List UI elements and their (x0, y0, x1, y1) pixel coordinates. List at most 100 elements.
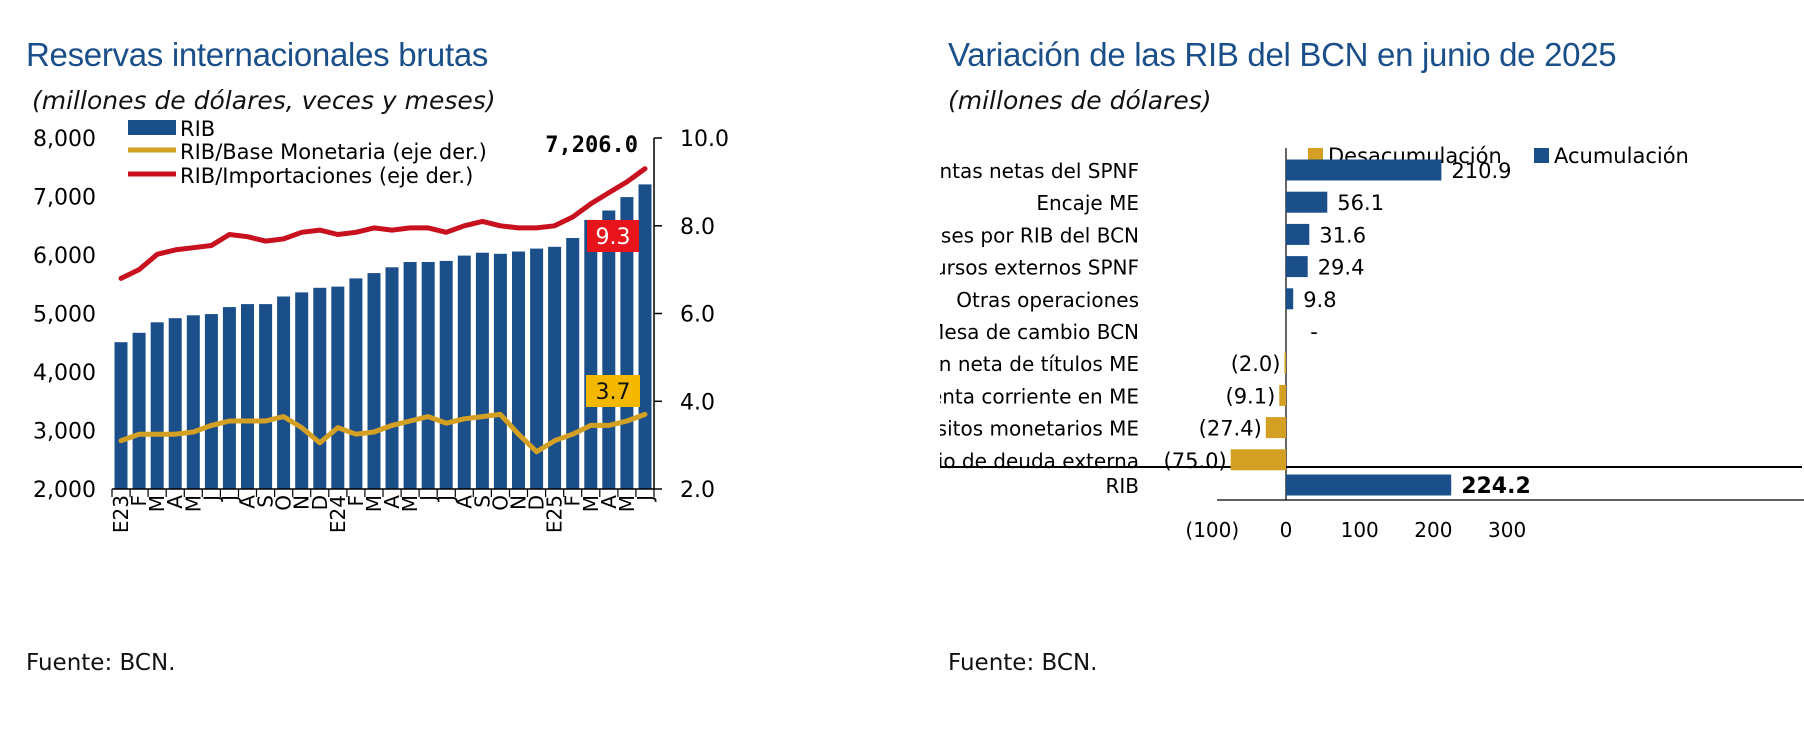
right-y-tick-label: 2.0 (680, 478, 715, 503)
x-tick-label: J (434, 495, 458, 503)
x-tick-label: O (488, 495, 512, 511)
rib-importaciones-line (118, 166, 648, 281)
x-tick-label: (100) (1185, 518, 1239, 542)
left-y-tick-label: 2,000 (33, 478, 96, 503)
x-tick-label: 200 (1414, 518, 1452, 542)
rib-bar (403, 262, 417, 489)
rib-bar (186, 315, 200, 489)
x-tick-label: M (398, 495, 422, 512)
x-tick-label: 0 (1280, 518, 1293, 542)
badge-base-monetaria: 3.7 (586, 375, 640, 407)
value-label: 31.6 (1319, 223, 1366, 247)
x-tick-label: J (217, 495, 241, 503)
x-tick-label: 300 (1488, 518, 1526, 542)
right-y-tick-label: 8.0 (680, 215, 715, 240)
legend-label-acumulacion: Acumulación (1554, 144, 1689, 168)
right-chart-panel: Variación de las RIB del BCN en junio de… (940, 0, 1804, 738)
category-label: Depósitos monetarios ME (940, 417, 1139, 441)
rib-bar (493, 253, 507, 489)
value-label: 29.4 (1318, 256, 1365, 280)
rib-bar (620, 197, 634, 489)
x-tick-label: D (525, 495, 549, 510)
left-chart-svg: 2,000 3,000 4,000 5,000 6,000 7,000 8,000 2.0 4.… (33, 117, 729, 533)
svg-text:3.7: 3.7 (596, 380, 631, 405)
x-tick-label: J (416, 495, 440, 503)
right-chart-source: Fuente: BCN. (948, 650, 1098, 676)
category-label: Otras operaciones (956, 288, 1139, 312)
rib-bar (241, 304, 254, 489)
x-tick-label: M (615, 495, 639, 512)
rib-bar (349, 278, 363, 489)
rib-bar (367, 273, 381, 489)
rib-bar (331, 286, 345, 489)
value-label: 9.8 (1303, 288, 1336, 312)
acumulacion-bar (1286, 256, 1308, 278)
x-tick-label: N (507, 495, 531, 510)
left-y-tick-label: 6,000 (33, 244, 96, 269)
x-tick-label: N (290, 495, 314, 510)
rib-bar (168, 318, 182, 489)
acumulacion-bar (1286, 288, 1294, 310)
legend-swatch-desacumulacion (1308, 148, 1323, 163)
rib-bar (114, 342, 128, 489)
x-tick-label: M (362, 495, 386, 512)
x-tick-label: A (452, 495, 476, 509)
value-label: - (1310, 320, 1318, 344)
right-chart-svg: Desacumulación Acumulación Cuentas netas… (940, 144, 1804, 542)
rib-bar (150, 322, 164, 489)
rib-bar (548, 246, 562, 489)
category-label: RIB (1105, 474, 1139, 498)
rib-bar (584, 219, 598, 489)
rib-bar (530, 248, 544, 489)
x-tick-label: F (344, 495, 368, 507)
x-tick-label: F (127, 495, 151, 507)
x-tick-label: M (579, 495, 603, 512)
left-chart-panel: Reservas internacionales brutas (millone… (0, 0, 900, 738)
x-tick-label: S (470, 495, 494, 508)
legend-label-rib: RIB (180, 117, 215, 141)
legend-swatch-acumulacion (1534, 148, 1549, 163)
acumulacion-bar (1286, 191, 1328, 213)
x-tick-label: S (254, 495, 278, 508)
left-y-tick-label: 8,000 (33, 127, 96, 152)
acumulacion-bar (1286, 223, 1310, 245)
desacumulacion-bar (1230, 449, 1286, 471)
total-rib-bar (1286, 474, 1452, 496)
rib-bar (295, 292, 309, 489)
rib-bar (222, 307, 236, 489)
rib-bar (385, 267, 399, 489)
category-label: Servicio de deuda externa (940, 449, 1139, 473)
x-tick-label: F (561, 495, 585, 507)
rib-bar (602, 210, 616, 489)
rib-bar (638, 184, 652, 489)
rib-bar (475, 252, 489, 489)
x-tick-label: M (181, 495, 205, 512)
x-tick-label: A (380, 495, 404, 509)
left-y-tick-label: 5,000 (33, 303, 96, 328)
left-y-tick-label: 7,000 (33, 186, 96, 211)
x-tick-label: J (199, 495, 223, 503)
category-label: Cuentas netas del SPNF (940, 159, 1139, 183)
desacumulacion-bar (1279, 384, 1286, 406)
right-y-tick-label: 4.0 (680, 390, 715, 415)
right-chart-subtitle: (millones de dólares) (948, 86, 1212, 115)
value-label: (9.1) (1226, 384, 1276, 408)
rib-base-monetaria-line (118, 411, 648, 455)
x-tick-label: D (308, 495, 332, 510)
x-tick-label: E25 (543, 495, 567, 533)
value-label: (2.0) (1231, 352, 1281, 376)
category-label: Recursos externos SPNF (940, 256, 1139, 280)
svg-text:9.3: 9.3 (596, 225, 631, 250)
category-label: Mesa de cambio BCN (940, 320, 1139, 344)
badge-importaciones: 9.3 (587, 220, 639, 252)
desacumulacion-bar (1284, 352, 1286, 374)
legend-label-importaciones: RIB/Importaciones (eje der.) (180, 164, 473, 188)
rib-bar (313, 287, 327, 489)
left-y-tick-label: 3,000 (33, 420, 96, 445)
legend-label-base-monetaria: RIB/Base Monetaria (eje der.) (180, 140, 487, 164)
x-tick-label: E24 (326, 495, 350, 533)
value-label: 210.9 (1451, 159, 1511, 183)
last-value-label: 7,206.0 (545, 133, 638, 158)
rib-bar (277, 296, 291, 489)
rib-bar (132, 332, 146, 489)
